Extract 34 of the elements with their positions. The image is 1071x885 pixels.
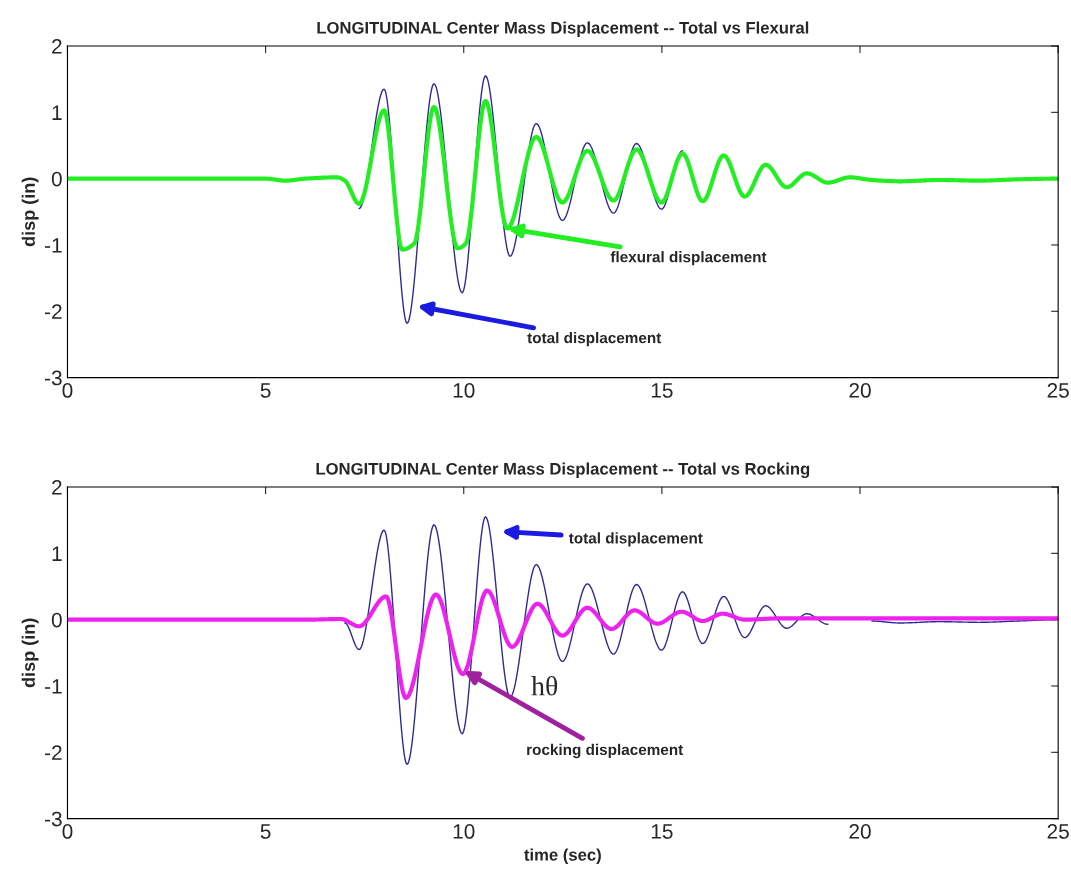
x-tick-label: 5 bbox=[260, 383, 271, 398]
annotation: rocking displacement bbox=[527, 743, 684, 759]
annotation: total displacement bbox=[568, 532, 703, 547]
x-tick-label: 20 bbox=[849, 824, 871, 839]
annotation: total displacement bbox=[527, 332, 662, 347]
y-tick-label: -1 bbox=[45, 238, 62, 253]
x-tick-label: 25 bbox=[1047, 824, 1069, 839]
y-tick-label: -3 bbox=[45, 370, 62, 386]
y-tick-label: 1 bbox=[52, 105, 62, 120]
x-tick-label: 20 bbox=[849, 383, 871, 398]
y-tick-label: 2 bbox=[52, 39, 62, 54]
annotation: flexural displacement bbox=[610, 251, 767, 266]
y-tick-label: -2 bbox=[45, 304, 62, 319]
chart-title: LONGITUDINAL Center Mass Displacement -- Total vs Rocking bbox=[316, 462, 810, 479]
x-tick-label: 0 bbox=[62, 824, 73, 839]
x-tick-label: 15 bbox=[651, 824, 673, 839]
x-tick-label: 5 bbox=[260, 824, 271, 839]
y-tick-label: -1 bbox=[45, 679, 62, 694]
y-tick-label: 0 bbox=[51, 171, 62, 187]
y-tick-label: 0 bbox=[51, 612, 62, 628]
x-tick-label: 15 bbox=[651, 383, 673, 398]
x-tick-label: 10 bbox=[453, 383, 475, 398]
y-axis-title: disp (in) bbox=[21, 177, 39, 247]
y-tick-label: -2 bbox=[45, 745, 62, 760]
y-tick-label: -3 bbox=[45, 811, 62, 827]
chart-title: LONGITUDINAL Center Mass Displacement -- Total vs Flexural bbox=[317, 21, 809, 37]
x-tick-label: 25 bbox=[1047, 383, 1069, 398]
y-axis-title: disp (in) bbox=[21, 618, 39, 688]
annotation: hθ bbox=[531, 675, 558, 696]
y-tick-label: 2 bbox=[52, 480, 62, 495]
x-axis-title: time (sec) bbox=[524, 848, 601, 864]
x-tick-label: 0 bbox=[62, 383, 73, 398]
y-tick-label: 1 bbox=[52, 546, 62, 561]
x-tick-label: 10 bbox=[453, 824, 475, 839]
